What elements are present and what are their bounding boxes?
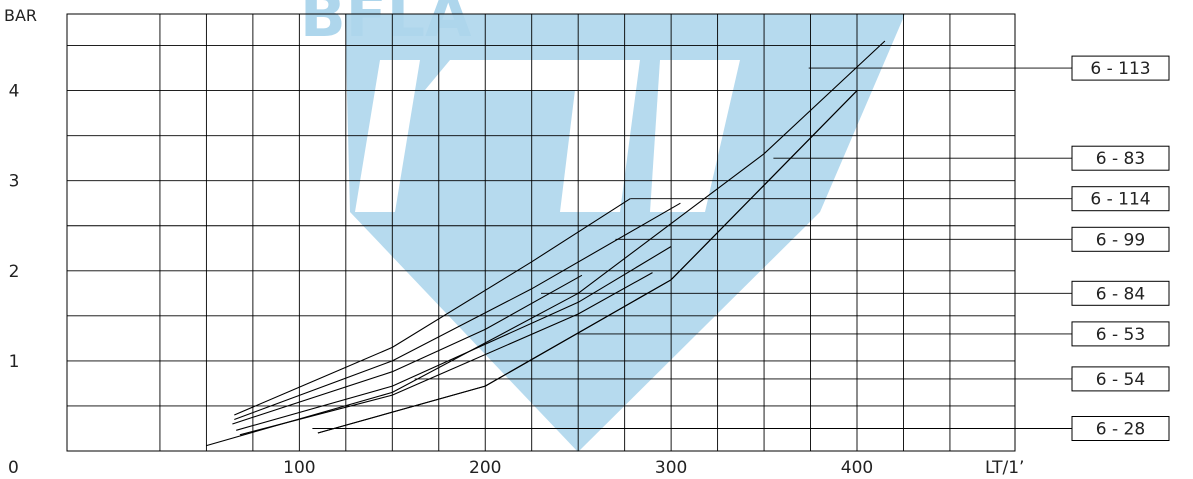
- x-axis-label: LT/1’: [985, 458, 1024, 478]
- chart-curves: [206, 40, 886, 447]
- legend-box: [1071, 145, 1170, 171]
- legend-label: 6 - 54: [1096, 370, 1145, 390]
- legend-box: [1071, 416, 1170, 441]
- series-line: [232, 274, 583, 425]
- x-tick-label: 400: [841, 458, 873, 478]
- y-tick-label: 4: [9, 82, 20, 102]
- y-tick-label: 3: [9, 172, 20, 192]
- legend-label: 6 - 99: [1096, 230, 1145, 250]
- y-tick-label: 1: [9, 352, 20, 372]
- legend-box: [1071, 366, 1170, 392]
- legend-label: 6 - 113: [1090, 59, 1150, 79]
- origin-label: 0: [8, 458, 19, 478]
- legend-label: 6 - 53: [1096, 325, 1145, 345]
- series-line: [234, 198, 631, 416]
- legend-label: 6 - 84: [1096, 284, 1145, 304]
- watermark-text: BFLA: [300, 0, 472, 51]
- plot-frame: [66, 13, 1016, 452]
- legend-box: [1071, 321, 1170, 347]
- legend-leader-lines: [312, 67, 1072, 429]
- series-line: [317, 90, 858, 434]
- x-tick-label: 300: [655, 458, 687, 478]
- series-line: [234, 202, 681, 421]
- legend-box: [1071, 186, 1170, 212]
- y-axis-label: BAR: [4, 6, 37, 25]
- legend-box: [1071, 226, 1170, 252]
- chart-legend: 6 - 113 6 - 83 6 - 114 6 - 99 6 - 84 6 - 53 6 …: [1071, 55, 1170, 441]
- watermark-cutout: [425, 60, 640, 212]
- x-tick-label: 100: [283, 458, 315, 478]
- series-line: [236, 246, 672, 431]
- legend-label: 6 - 28: [1096, 420, 1145, 440]
- legend-label: 6 - 114: [1090, 190, 1150, 210]
- legend-box: [1071, 55, 1170, 81]
- y-tick-label: 2: [9, 262, 20, 282]
- legend-label: 6 - 83: [1096, 149, 1145, 169]
- axis-ticks: 100 200 300 400 1 2 3 4: [9, 82, 874, 478]
- x-tick-label: 200: [469, 458, 501, 478]
- legend-box: [1071, 280, 1170, 306]
